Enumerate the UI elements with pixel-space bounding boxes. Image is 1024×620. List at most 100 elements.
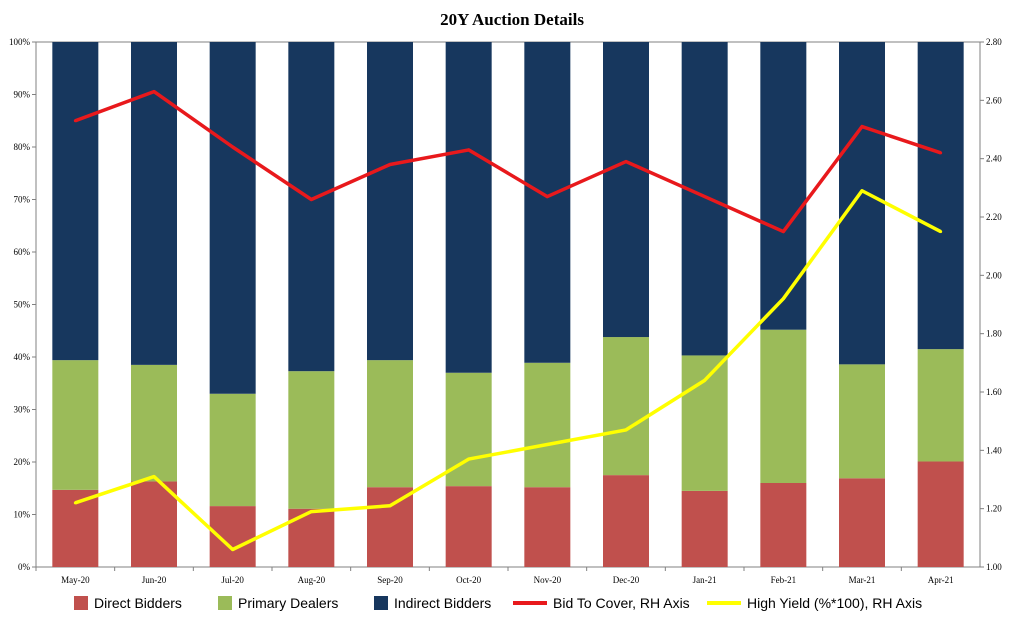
point-bid-to-cover-6 [545, 195, 549, 199]
bar-primary-dealers-10 [839, 364, 885, 479]
point-high-yield-9 [781, 297, 785, 301]
bar-primary-dealers-11 [917, 349, 964, 462]
left-tick-label-8: 80% [14, 142, 31, 152]
bar-direct-bidders-5 [445, 486, 492, 567]
point-high-yield-4 [388, 504, 392, 508]
point-bid-to-cover-9 [781, 230, 785, 234]
left-tick-label-1: 10% [14, 510, 31, 520]
left-tick-label-9: 90% [14, 90, 31, 100]
bar-primary-dealers-7 [603, 337, 649, 476]
point-high-yield-3 [309, 510, 313, 514]
x-tick-label-10: Mar-21 [849, 575, 876, 585]
bar-direct-bidders-11 [917, 461, 964, 567]
right-tick-label-6: 2.20 [986, 212, 1002, 222]
point-high-yield-0 [73, 501, 77, 505]
bar-indirect-bidders-0 [52, 42, 99, 361]
left-tick-label-4: 40% [14, 352, 31, 362]
left-tick-label-0: 0% [18, 562, 31, 572]
bar-direct-bidders-7 [603, 475, 649, 567]
x-tick-label-5: Oct-20 [456, 575, 481, 585]
point-bid-to-cover-1 [152, 90, 156, 94]
line-high-yield [74, 189, 942, 552]
right-tick-label-1: 1.20 [986, 504, 1002, 514]
point-high-yield-8 [703, 378, 707, 382]
point-high-yield-5 [467, 457, 471, 461]
left-tick-label-2: 20% [14, 457, 31, 467]
point-high-yield-10 [860, 189, 864, 193]
x-tick-label-7: Dec-20 [613, 575, 640, 585]
right-tick-label-7: 2.40 [986, 154, 1002, 164]
point-bid-to-cover-4 [388, 163, 392, 166]
legend-label-3: Bid To Cover, RH Axis [553, 595, 690, 611]
line-bid-to-cover [74, 89, 942, 234]
right-tick-label-8: 2.60 [986, 95, 1002, 105]
bar-primary-dealers-6 [524, 362, 571, 488]
bar-indirect-bidders-6 [524, 42, 571, 363]
legend-label-1: Primary Dealers [238, 595, 338, 611]
left-tick-label-6: 60% [14, 247, 31, 257]
x-tick-label-6: Nov-20 [534, 575, 562, 585]
x-tick-label-11: Apr-21 [928, 575, 954, 585]
bar-indirect-bidders-2 [209, 42, 256, 394]
bar-primary-dealers-3 [288, 371, 335, 509]
x-tick-label-2: Jul-20 [221, 575, 244, 585]
bar-direct-bidders-10 [839, 478, 885, 567]
axes-group: 0% 10% 20% 30% 40% 50% 60% 70% 80% 90% 100% 1.00 1.2… [9, 37, 1002, 585]
point-bid-to-cover-7 [624, 160, 628, 164]
legend: Direct Bidders Primary Dealers Indirect Bi… [74, 595, 922, 611]
bar-primary-dealers-8 [681, 355, 728, 491]
lines-group [73, 89, 943, 552]
legend-label-0: Direct Bidders [94, 595, 182, 611]
point-bid-to-cover-2 [231, 145, 235, 149]
x-tick-label-4: Sep-20 [377, 575, 403, 585]
bar-indirect-bidders-7 [603, 42, 649, 338]
x-tick-label-8: Jan-21 [693, 575, 717, 585]
point-bid-to-cover-10 [860, 125, 864, 129]
x-tick-label-0: May-20 [61, 575, 90, 585]
chart-title: 20Y Auction Details [440, 10, 584, 29]
plot-area [35, 41, 981, 568]
legend-swatch-1 [218, 596, 232, 610]
bars-group [52, 42, 964, 567]
bar-indirect-bidders-5 [445, 42, 492, 373]
bar-primary-dealers-1 [131, 364, 177, 482]
legend-swatch-0 [74, 596, 88, 610]
bar-indirect-bidders-9 [760, 42, 807, 330]
point-bid-to-cover-3 [309, 198, 313, 201]
bar-primary-dealers-4 [367, 360, 413, 488]
x-tick-label-1: Jun-20 [142, 575, 167, 585]
point-bid-to-cover-5 [467, 148, 471, 152]
bar-indirect-bidders-10 [839, 42, 885, 365]
point-bid-to-cover-11 [939, 151, 943, 155]
right-tick-label-4: 1.80 [986, 329, 1002, 339]
bar-direct-bidders-1 [131, 481, 177, 567]
bar-primary-dealers-0 [52, 360, 99, 490]
bar-indirect-bidders-3 [288, 42, 335, 372]
legend-label-4: High Yield (%*100), RH Axis [747, 595, 922, 611]
point-high-yield-2 [231, 548, 235, 551]
point-bid-to-cover-0 [73, 119, 77, 123]
left-tick-label-10: 100% [9, 37, 31, 47]
right-tick-label-2: 1.40 [986, 445, 1002, 455]
bar-direct-bidders-4 [367, 487, 413, 567]
plot-frame [35, 41, 981, 568]
bar-primary-dealers-9 [760, 329, 807, 483]
right-tick-label-9: 2.80 [986, 37, 1002, 47]
left-tick-label-5: 50% [14, 300, 31, 310]
right-tick-label-5: 2.00 [986, 270, 1002, 280]
bar-direct-bidders-6 [524, 487, 571, 567]
point-high-yield-6 [545, 443, 549, 446]
point-high-yield-7 [624, 428, 628, 432]
left-tick-label-3: 30% [14, 405, 31, 415]
x-tick-label-3: Aug-20 [298, 575, 326, 585]
point-bid-to-cover-8 [703, 195, 707, 199]
bar-indirect-bidders-11 [917, 42, 964, 350]
bar-indirect-bidders-4 [367, 42, 413, 361]
left-tick-label-7: 70% [14, 195, 31, 205]
point-high-yield-11 [939, 230, 943, 234]
bar-direct-bidders-8 [681, 490, 728, 567]
x-tick-label-9: Feb-21 [771, 575, 797, 585]
bar-direct-bidders-9 [760, 483, 807, 567]
right-tick-label-0: 1.00 [986, 562, 1002, 572]
